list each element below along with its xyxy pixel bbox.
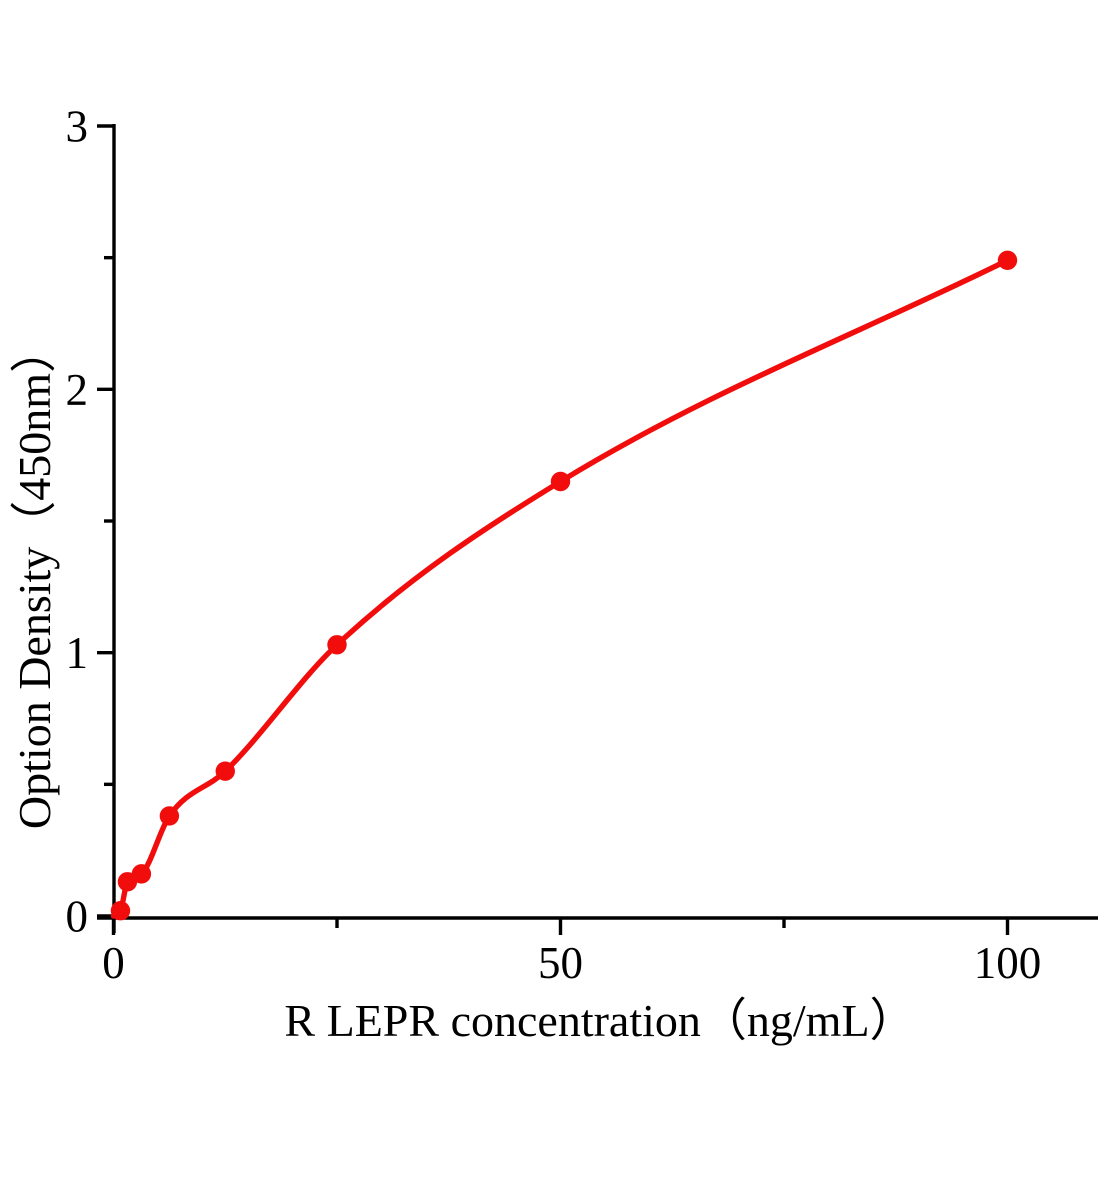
- y-axis-title: Option Density（450nm）: [9, 327, 60, 829]
- data-point: [131, 864, 152, 884]
- standard-curve: [110, 257, 1011, 919]
- data-point: [110, 901, 131, 921]
- y-tick-label: 3: [66, 102, 89, 152]
- x-tick-label: 50: [538, 938, 583, 988]
- plot-area: 0 1 2 3 0 50 100: [66, 102, 1098, 988]
- data-point: [159, 806, 180, 826]
- x-tick-label: 100: [974, 938, 1042, 988]
- x-tick-label: 0: [102, 938, 125, 988]
- y-tick-label: 0: [66, 892, 89, 942]
- y-tick-label: 1: [66, 628, 89, 678]
- data-point: [550, 471, 571, 492]
- data-point: [997, 250, 1018, 271]
- data-point: [327, 635, 347, 655]
- data-point: [215, 761, 235, 781]
- y-tick-label: 2: [66, 365, 89, 415]
- x-axis-title: R LEPR concentration（ng/mL）: [284, 995, 915, 1046]
